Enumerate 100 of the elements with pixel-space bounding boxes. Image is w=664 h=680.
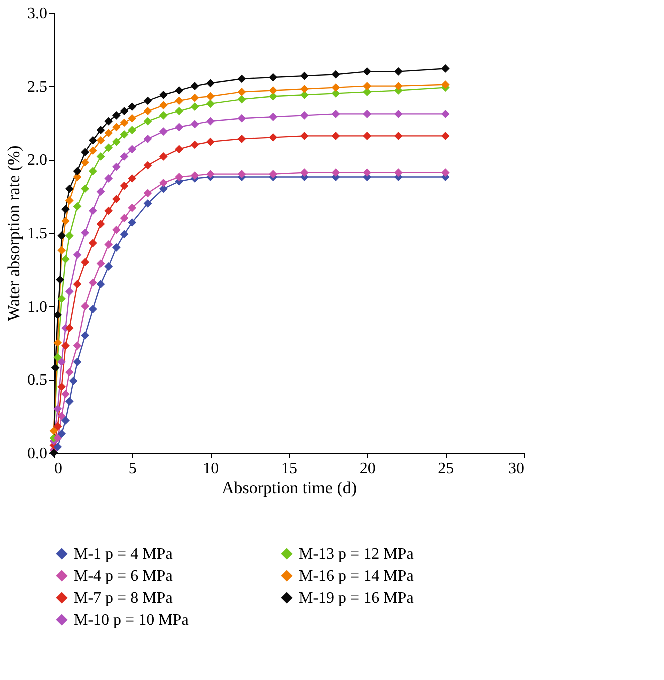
point [190, 120, 200, 129]
point [394, 67, 403, 76]
point [58, 412, 66, 421]
point [62, 342, 70, 350]
point [96, 152, 106, 161]
point [120, 152, 129, 161]
point [128, 126, 137, 135]
x-axis-title: Absorption time (d) [222, 478, 358, 498]
point [128, 218, 137, 227]
point [81, 228, 90, 238]
point [62, 205, 70, 214]
point [62, 390, 70, 399]
point [190, 140, 200, 150]
point [394, 82, 403, 91]
y-tick-label: 3.0 [28, 6, 48, 22]
point [65, 397, 74, 406]
point [441, 132, 450, 140]
point [144, 96, 152, 106]
point [206, 138, 215, 146]
point [128, 114, 137, 123]
point [190, 82, 200, 91]
point [56, 276, 64, 284]
point [73, 358, 82, 366]
legend-label: M-1 p = 4 MPa [74, 546, 173, 563]
point [112, 243, 121, 252]
point [269, 73, 278, 82]
point [51, 364, 60, 372]
point [120, 107, 129, 116]
point [81, 184, 90, 194]
point [144, 199, 152, 208]
point [238, 74, 246, 84]
point [58, 382, 66, 392]
point [62, 217, 70, 226]
point [73, 202, 82, 211]
point [104, 262, 114, 271]
point [269, 133, 278, 142]
point [332, 84, 340, 92]
legend-label: M-13 p = 12 MPa [299, 546, 414, 563]
point [81, 158, 90, 167]
point [175, 96, 184, 106]
point [104, 144, 114, 152]
point [54, 404, 62, 414]
point [120, 130, 129, 139]
point [144, 134, 152, 144]
point [441, 168, 450, 178]
point [441, 80, 450, 90]
point [190, 102, 200, 112]
point [58, 246, 66, 255]
point [88, 146, 98, 156]
point [300, 72, 309, 80]
point [62, 416, 70, 425]
point [175, 86, 184, 95]
legend-label: M-10 p = 10 MPa [74, 612, 189, 629]
y-tick-label: 0.0 [28, 446, 48, 462]
point [120, 230, 129, 239]
point [238, 170, 246, 179]
point [175, 145, 184, 154]
point [206, 170, 215, 179]
point [159, 90, 168, 100]
point [159, 111, 168, 120]
point [88, 278, 98, 288]
x-tick-label: 30 [508, 460, 524, 478]
point [54, 442, 62, 452]
point [58, 232, 66, 240]
point [104, 117, 114, 126]
y-axis-title: Water absorption rate (%) [4, 146, 24, 322]
point [300, 85, 309, 94]
point [54, 310, 62, 320]
point [62, 255, 70, 264]
x-tick-label: 20 [360, 460, 376, 478]
point [300, 111, 309, 120]
point [54, 338, 62, 348]
point [65, 232, 74, 240]
point [144, 161, 152, 170]
point [159, 128, 168, 136]
point [269, 112, 278, 122]
point [206, 117, 215, 126]
point [206, 79, 215, 88]
point [363, 168, 372, 178]
point [88, 305, 98, 314]
point [175, 173, 184, 182]
y-tick-label: 2.5 [28, 78, 48, 96]
point [238, 134, 246, 144]
point [363, 67, 372, 76]
x-tick-label: 25 [438, 460, 454, 478]
y-tick-label: 2.0 [28, 152, 48, 170]
point [58, 430, 66, 438]
y-tick-label: 0.5 [28, 372, 48, 390]
point [175, 107, 184, 116]
x-tick-label: 0 [54, 460, 62, 478]
point [441, 110, 450, 118]
point [104, 129, 114, 138]
point [81, 302, 90, 311]
point [363, 88, 372, 96]
point [120, 214, 129, 223]
point [159, 101, 168, 110]
point [190, 172, 200, 180]
point [112, 123, 121, 132]
point [144, 189, 152, 198]
point [332, 168, 340, 178]
